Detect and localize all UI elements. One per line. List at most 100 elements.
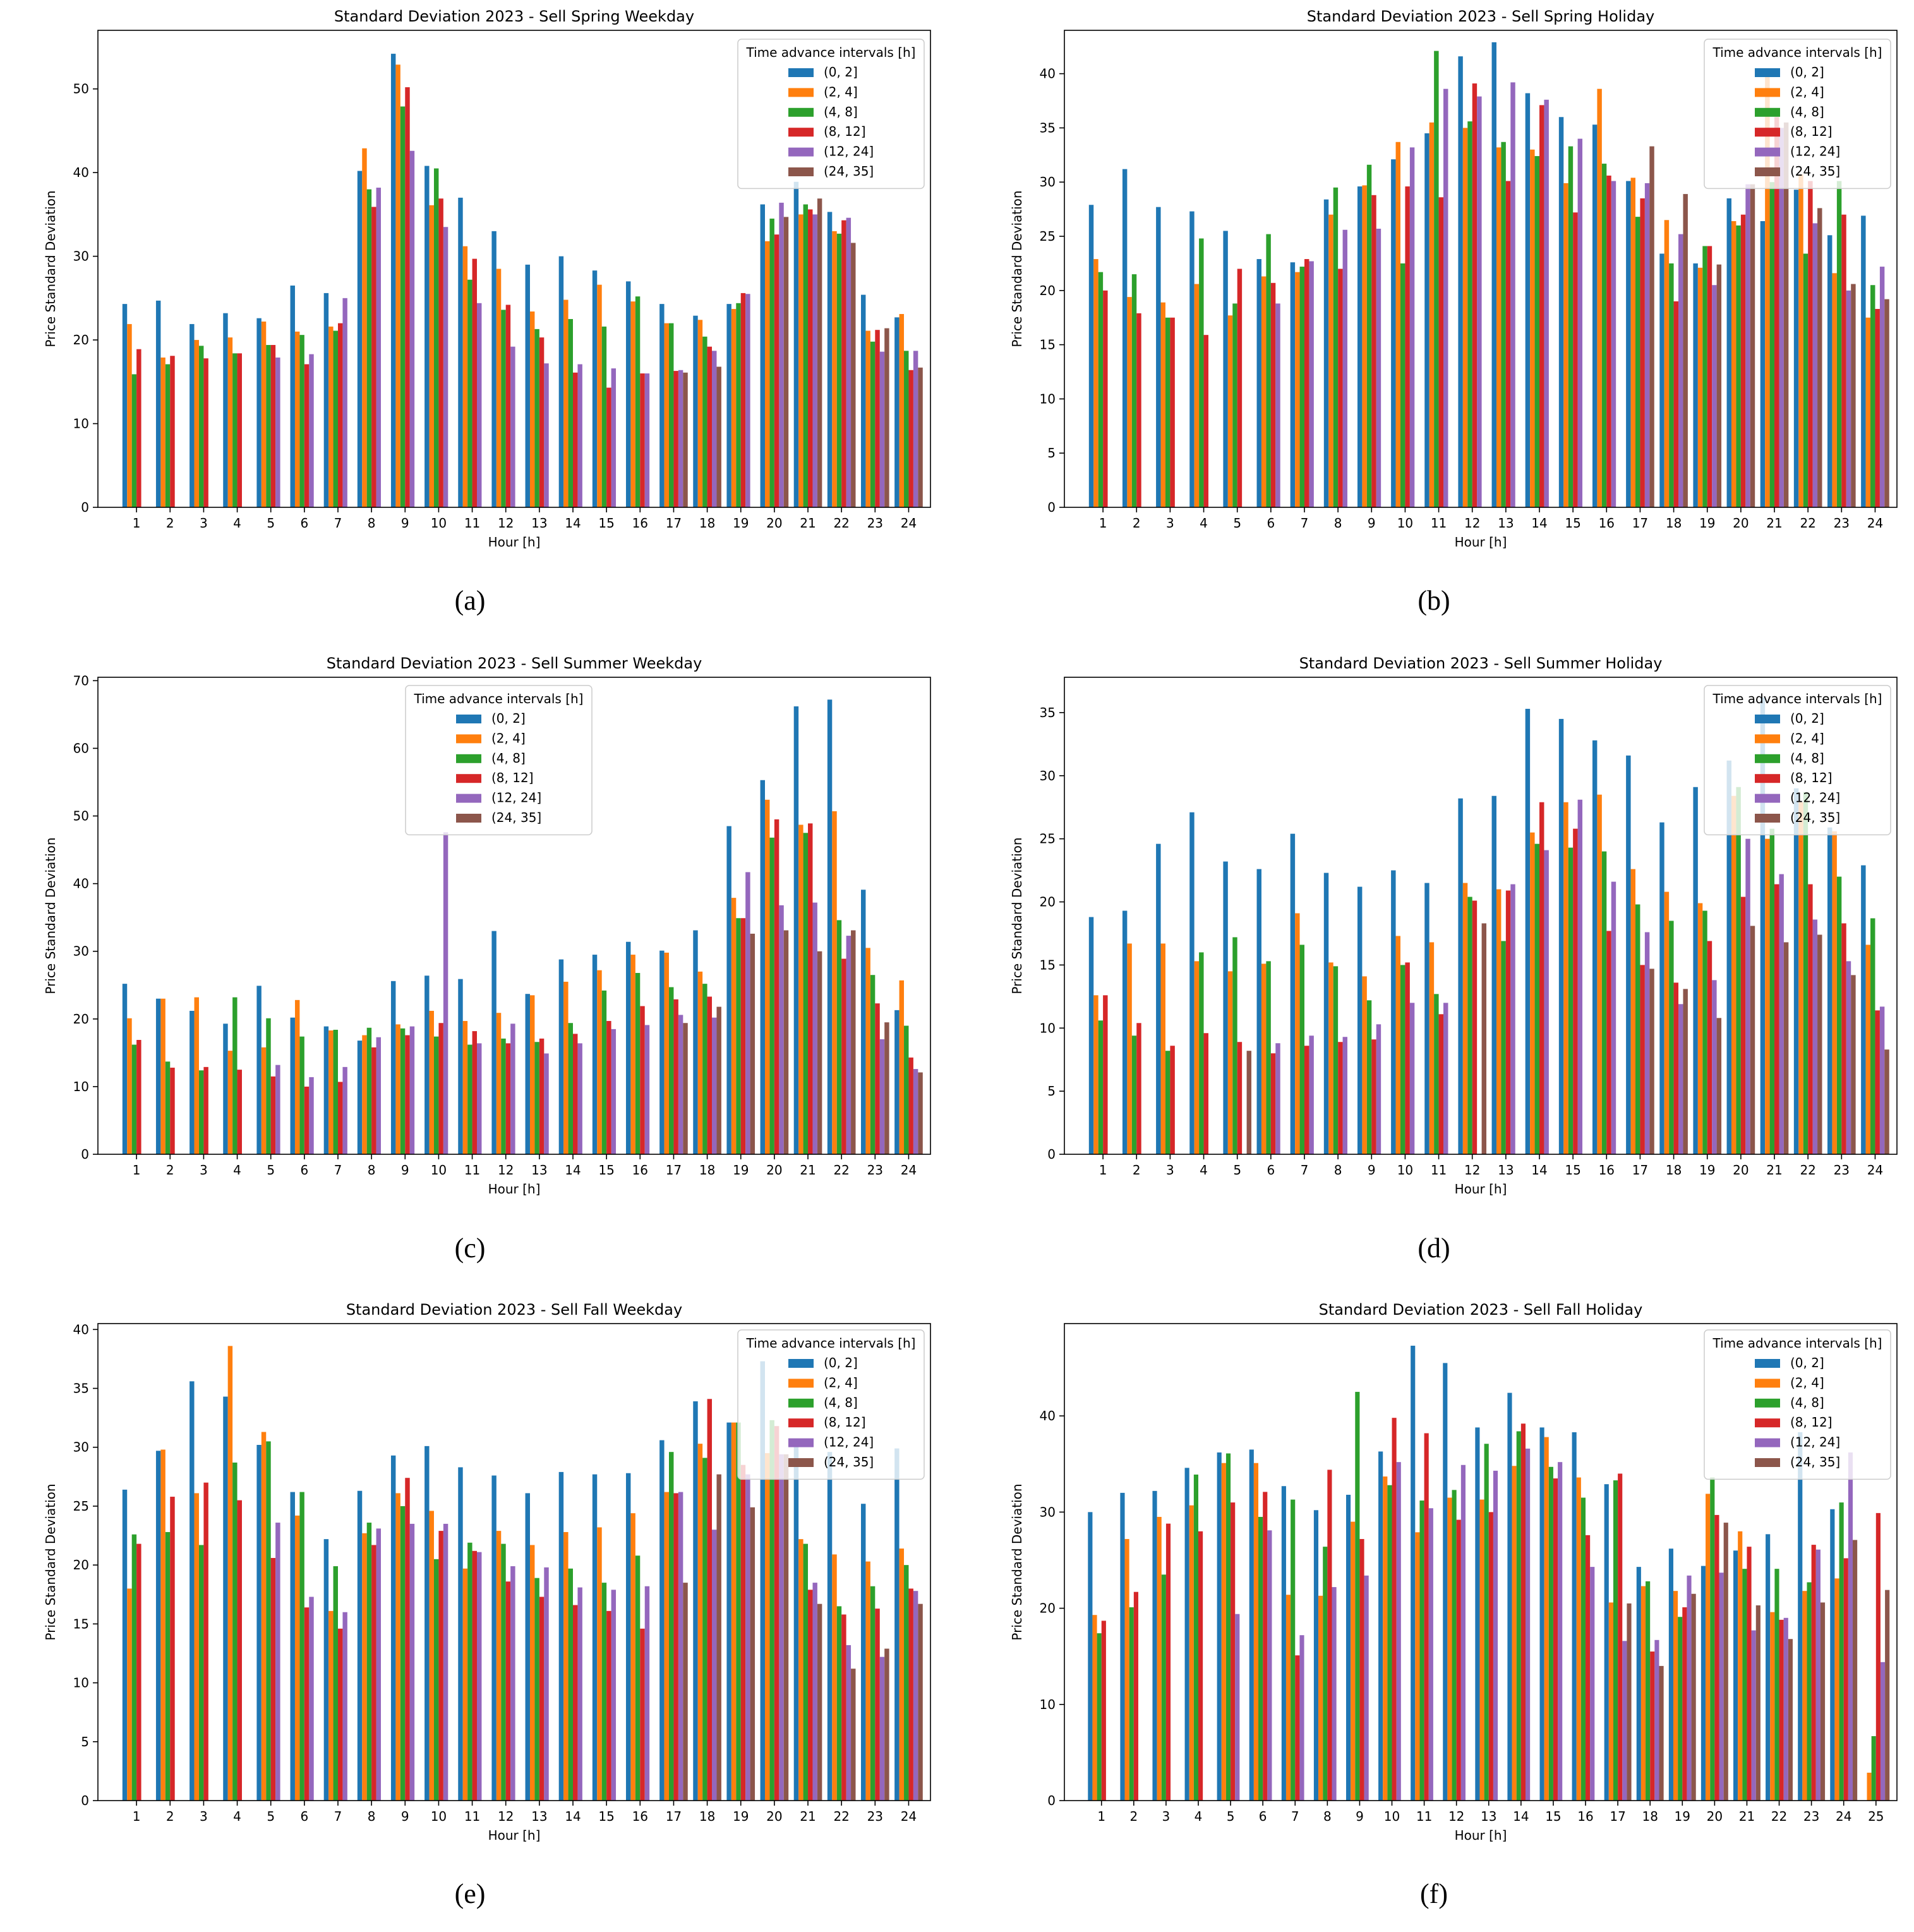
bar-18-series-2 (702, 1458, 707, 1801)
bar-6-series-1 (1253, 1463, 1259, 1801)
y-tick-label: 20 (73, 1011, 89, 1027)
legend-swatch (788, 1398, 814, 1408)
bar-20-series-4 (1745, 184, 1750, 507)
bar-7-series-3 (337, 1082, 343, 1154)
chart-title: Standard Deviation 2023 - Sell Fall Week… (346, 1301, 682, 1319)
bar-6-series-0 (290, 1017, 295, 1154)
bar-6-series-4 (309, 354, 314, 507)
x-tick-label: 16 (632, 1162, 648, 1178)
legend-swatch (788, 1359, 814, 1368)
legend-label: (0, 2] (1790, 64, 1824, 80)
bar-4-series-2 (232, 1462, 238, 1801)
bar-10-series-2 (433, 1559, 439, 1801)
bar-5-series-1 (1221, 1463, 1226, 1801)
bar-5-series-2 (266, 1018, 271, 1154)
bar-11-series-2 (467, 279, 472, 507)
x-tick-label: 24 (1867, 1162, 1883, 1178)
bar-19-series-4 (745, 1474, 750, 1801)
x-axis-label: Hour [h] (488, 534, 541, 550)
bar-1-series-0 (1088, 205, 1094, 507)
bar-9-series-1 (1351, 1521, 1356, 1801)
bar-6-series-3 (1263, 1492, 1268, 1801)
bar-5-series-4 (275, 1065, 280, 1154)
bar-7-series-2 (1299, 267, 1304, 507)
legend-swatch (1755, 814, 1780, 823)
bar-10-series-0 (1378, 1451, 1383, 1801)
bar-22-series-1 (1770, 1612, 1775, 1801)
bar-17-series-2 (1635, 217, 1640, 507)
bar-8-series-1 (362, 148, 367, 507)
legend-box (1704, 685, 1891, 836)
bar-9-series-3 (1371, 1039, 1376, 1154)
bar-20-series-4 (779, 1454, 784, 1801)
legend-label: (4, 8] (824, 1395, 858, 1410)
x-tick-label: 21 (1739, 1809, 1755, 1824)
bar-13-series-1 (529, 311, 535, 507)
bar-23-series-0 (1827, 235, 1833, 507)
bar-10-series-2 (433, 168, 439, 507)
x-tick-label: 18 (699, 1162, 715, 1178)
bar-9-series-3 (1371, 195, 1376, 507)
bar-3-series-0 (190, 323, 195, 507)
bar-24-series-1 (1865, 317, 1871, 507)
legend-swatch (1755, 734, 1780, 744)
bar-22-series-0 (827, 1452, 833, 1801)
bar-11-series-3 (1438, 1014, 1444, 1154)
legend-label: (4, 8] (1790, 751, 1824, 766)
bar-13-series-4 (544, 1567, 549, 1801)
x-tick-label: 22 (1800, 1162, 1815, 1178)
y-tick-label: 50 (73, 82, 89, 97)
y-tick-label: 25 (1040, 831, 1056, 847)
bar-20-series-2 (769, 219, 774, 507)
bar-23-series-5 (1851, 975, 1856, 1154)
bar-24-series-3 (1843, 1558, 1848, 1801)
bar-11-series-4 (477, 303, 482, 507)
bar-17-series-5 (1649, 969, 1654, 1154)
x-axis-label: Hour [h] (1455, 1828, 1507, 1843)
x-tick-label: 18 (699, 1809, 715, 1824)
bar-5-series-0 (1223, 861, 1228, 1154)
bar-21-series-2 (803, 833, 809, 1154)
bar-17-series-2 (669, 987, 674, 1154)
bars (1088, 697, 1889, 1154)
bar-20-series-1 (1731, 795, 1736, 1154)
bar-1-series-0 (1088, 1512, 1093, 1801)
bar-23-series-2 (1836, 181, 1842, 507)
x-tick-label: 20 (1733, 516, 1748, 531)
bar-22-series-1 (832, 1554, 837, 1801)
bar-21-series-0 (1760, 221, 1766, 507)
bar-7-series-4 (342, 298, 347, 507)
bar-17-series-3 (673, 1493, 678, 1801)
bar-14-series-3 (573, 1605, 578, 1801)
bars (1088, 1346, 1890, 1801)
bar-12-series-2 (1467, 897, 1472, 1154)
bar-1-series-2 (131, 374, 137, 507)
bar-21-series-0 (793, 1441, 799, 1801)
bar-22-series-2 (836, 920, 842, 1154)
bar-4-series-0 (223, 313, 228, 507)
bar-10-series-4 (1409, 147, 1415, 507)
bar-21-series-4 (1779, 874, 1784, 1154)
bar-21-series-3 (808, 209, 813, 507)
bar-7-series-0 (1290, 262, 1296, 507)
bar-7-series-3 (1304, 259, 1309, 507)
chart-title: Standard Deviation 2023 - Sell Spring We… (334, 8, 694, 25)
bar-12-series-4 (510, 346, 515, 507)
bar-16-series-1 (630, 1513, 635, 1801)
bar-23-series-2 (870, 1586, 876, 1801)
bar-16-series-3 (1586, 1535, 1591, 1801)
bar-24-series-2 (904, 1565, 909, 1801)
x-tick-label: 12 (1464, 1162, 1480, 1178)
x-tick-label: 2 (166, 1809, 174, 1824)
bar-14-series-3 (573, 372, 578, 507)
bar-10-series-0 (424, 975, 430, 1154)
bar-15-series-1 (1563, 802, 1568, 1154)
bar-18-series-3 (1673, 301, 1679, 507)
legend-label: (24, 35] (1790, 164, 1840, 179)
bar-20-series-0 (760, 204, 765, 507)
bar-11-series-2 (1419, 1500, 1424, 1801)
bar-13-series-3 (539, 337, 545, 507)
bar-23-series-5 (1820, 1602, 1826, 1801)
bar-24-series-2 (904, 351, 909, 507)
legend-label: (4, 8] (1790, 104, 1824, 119)
